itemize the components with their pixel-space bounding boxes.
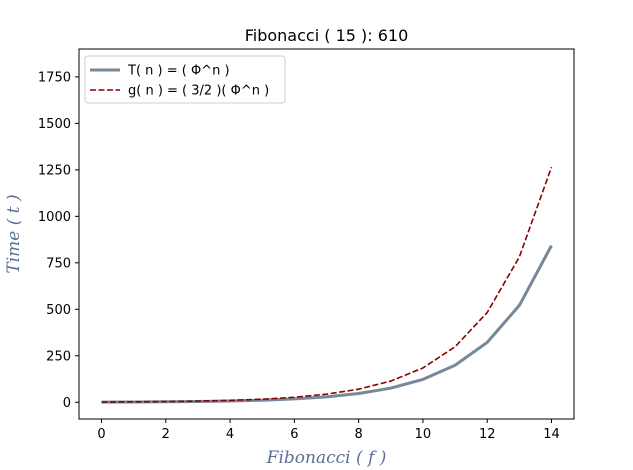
legend: T( n ) = ( Φ^n ) g( n ) = ( 3/2 )( Φ^n ) (84, 55, 286, 104)
y-tick-label: 500 (46, 303, 71, 318)
x-tick-label: 0 (97, 427, 105, 442)
x-tick-label: 2 (162, 427, 170, 442)
chart-title: Fibonacci ( 15 ): 610 (245, 26, 409, 45)
y-tick-label: 250 (46, 349, 71, 364)
y-tick-label: 1250 (38, 163, 71, 178)
x-tick-label: 8 (355, 427, 363, 442)
x-tick-label: 10 (415, 427, 432, 442)
x-axis-label: Fibonacci ( f ) (266, 448, 387, 468)
series-line-1 (101, 244, 553, 404)
y-tick-label: 750 (46, 256, 71, 271)
x-tick-label: 6 (290, 427, 298, 442)
y-axis-ticks: 0 250 500 750 1000 1250 1500 1750 (38, 70, 79, 411)
legend-box (84, 55, 286, 104)
plot-frame (78, 48, 575, 420)
y-tick-label: 1750 (38, 70, 71, 85)
y-tick-label: 1500 (38, 117, 71, 132)
legend-label-1: T( n ) = ( Φ^n ) (127, 64, 230, 79)
series-lines (101, 166, 553, 404)
x-tick-label: 14 (543, 427, 560, 442)
x-tick-label: 12 (479, 427, 496, 442)
y-tick-label: 1000 (38, 210, 71, 225)
legend-label-2: g( n ) = ( 3/2 )( Φ^n ) (128, 84, 269, 99)
y-axis-label: Time ( t ) (4, 194, 24, 273)
series-line-2 (101, 166, 553, 403)
x-axis-ticks: 0 2 4 6 8 10 12 14 (97, 419, 560, 442)
x-tick-label: 4 (226, 427, 234, 442)
y-tick-label: 0 (63, 396, 71, 411)
